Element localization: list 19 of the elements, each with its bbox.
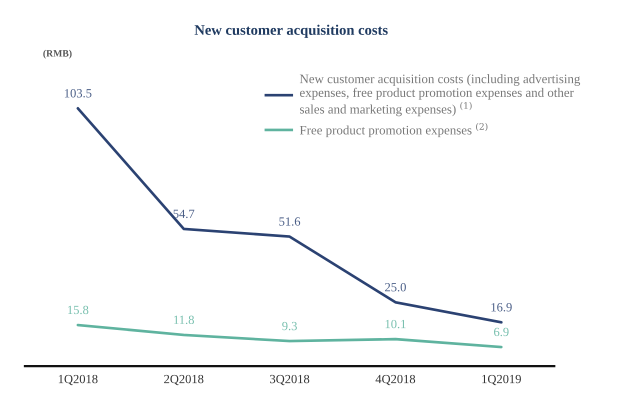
data-label: 10.1 [386, 320, 406, 328]
data-label: 6.9 [494, 328, 509, 336]
legend-label: New customer acquisition costs (including advertising expenses, free product promotion expenses and other sales and marketing expenses) $^{(1)}$ [300, 74, 580, 116]
chart-title: New customer acquisition costs [194, 24, 388, 38]
x-tick-label: 4Q2018 [376, 374, 416, 386]
data-label: 16.9 [491, 303, 512, 312]
data-label: 103.5 [64, 89, 92, 98]
x-tick-label: 2Q2018 [164, 374, 204, 386]
data-label: 51.6 [279, 217, 300, 226]
data-label: 11.8 [174, 316, 194, 324]
x-tick-label: 1Q2019 [482, 374, 521, 386]
data-label: 15.8 [68, 306, 88, 314]
legend-label: Free product promotion expenses $^{(2)}$ [300, 122, 488, 138]
data-label: 54.7 [174, 210, 194, 218]
text: (RMB) [43, 50, 72, 59]
x-tick-label: 1Q2018 [58, 374, 98, 386]
x-tick-label: 3Q2018 [270, 374, 310, 386]
data-label: 9.3 [282, 322, 297, 330]
data-label: 25.0 [385, 283, 406, 292]
